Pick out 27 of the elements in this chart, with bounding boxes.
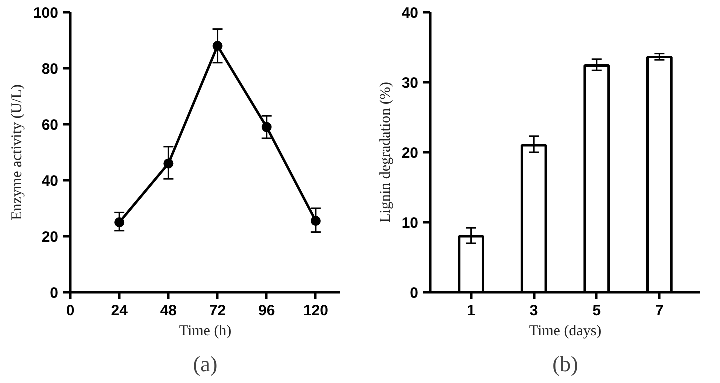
y-axis-title: Enzyme activity (U/L) <box>9 84 26 220</box>
y-tick-label: 20 <box>42 229 59 246</box>
x-tick-label: 3 <box>530 302 538 320</box>
y-tick-label: 30 <box>402 75 419 92</box>
x-axis-title: Time (days) <box>529 324 602 340</box>
y-tick-label: 80 <box>42 61 59 78</box>
x-tick-label: 24 <box>111 302 129 320</box>
x-tick-label: 0 <box>66 302 75 320</box>
x-tick-label: 48 <box>160 302 178 320</box>
y-tick-label: 40 <box>402 5 419 22</box>
text: (a) <box>193 352 218 376</box>
y-tick-label: 0 <box>410 285 418 302</box>
y-axis-title: Lignin degradation (%) <box>378 82 394 223</box>
y-tick-label: 60 <box>42 117 59 134</box>
x-tick-label: 5 <box>592 302 602 320</box>
y-tick-label: 10 <box>402 215 419 232</box>
y-tick-label: 0 <box>50 285 58 302</box>
x-tick-label: 7 <box>656 302 664 320</box>
x-tick-label: 1 <box>467 302 476 320</box>
x-tick-label: 72 <box>209 302 226 320</box>
x-tick-label: 96 <box>258 302 276 320</box>
x-tick-label: 120 <box>303 302 328 320</box>
x-axis-title: Time (h) <box>179 324 232 340</box>
y-tick-label: 20 <box>402 145 419 162</box>
y-tick-label: 100 <box>33 5 59 22</box>
y-tick-label: 40 <box>42 173 59 190</box>
text: (b) <box>552 352 578 376</box>
